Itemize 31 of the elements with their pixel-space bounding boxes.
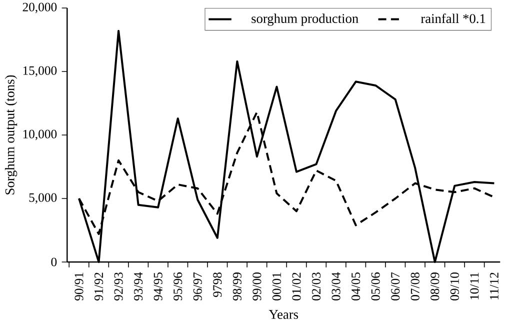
x-tick-label: 98/99 — [232, 272, 242, 300]
x-tick-label: 11/12 — [490, 272, 498, 300]
legend-label: rainfall *0.1 — [420, 14, 486, 24]
x-tick-label: 09/10 — [450, 272, 459, 300]
x-tick-label: 93/94 — [134, 272, 143, 300]
x-tick-label: 90/91 — [74, 272, 84, 300]
x-tick-label: 03/04 — [332, 272, 340, 300]
y-tick-label: 0 — [51, 258, 57, 266]
x-tick-label: 04/05 — [352, 272, 360, 300]
x-tick-label: 01/02 — [292, 272, 301, 300]
x-tick-label: 08/09 — [430, 272, 440, 300]
x-tick-label: 02/03 — [312, 272, 321, 300]
y-axis-title: Sorghum output (tons) — [4, 75, 18, 194]
x-tick-label: 07/08 — [410, 272, 420, 300]
legend-label: sorghum production — [252, 14, 358, 26]
x-tick-label: 06/07 — [391, 272, 400, 300]
x-tick-label: 96/97 — [193, 272, 202, 300]
x-tick-label: 94/95 — [154, 272, 162, 300]
x-tick-label: 00/01 — [272, 272, 281, 300]
y-tick-label: 5,000 — [29, 193, 57, 204]
y-tick-label: 15,000 — [23, 66, 57, 77]
x-tick-label: 9798 — [213, 272, 222, 297]
x-tick-label: 99/00 — [252, 272, 262, 300]
y-tick-label: 10,000 — [23, 130, 57, 140]
x-tick-label: 10/11 — [470, 272, 479, 300]
y-tick-label: 20,000 — [22, 2, 57, 14]
x-axis-title: Years — [268, 310, 298, 319]
x-tick-label: 92/93 — [114, 272, 123, 300]
x-tick-label: 05/06 — [371, 272, 380, 300]
x-tick-label: 91/92 — [94, 272, 104, 300]
x-tick-label: 95/96 — [174, 272, 182, 300]
